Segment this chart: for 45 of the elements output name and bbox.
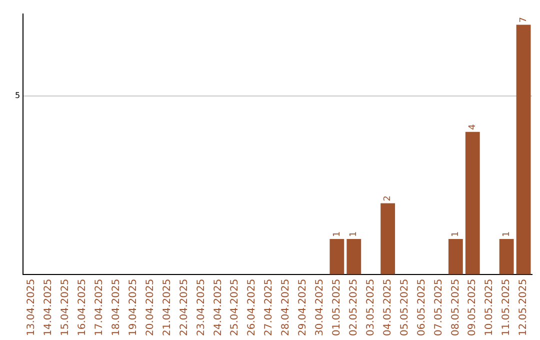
x-tick-label: 15.04.2025 <box>60 278 72 336</box>
x-tick-label: 21.04.2025 <box>162 278 173 336</box>
x-tick-label: 28.04.2025 <box>280 278 292 336</box>
x-tick-label: 24.04.2025 <box>212 278 224 336</box>
bar <box>448 239 463 274</box>
x-tick-label: 27.04.2025 <box>264 278 275 336</box>
data-label: 2 <box>383 196 394 202</box>
x-tick-label: 20.04.2025 <box>144 278 156 336</box>
bar <box>346 239 362 274</box>
data-label: 1 <box>332 231 342 238</box>
bar <box>380 203 396 274</box>
x-tick-label: 08.05.2025 <box>450 278 462 336</box>
x-tick-label: 13.04.2025 <box>26 278 38 336</box>
x-tick-label: 19.04.2025 <box>128 278 139 336</box>
x-tick-label: 03.05.2025 <box>365 278 376 336</box>
data-label: 1 <box>502 231 512 238</box>
x-tick-label: 22.04.2025 <box>178 278 190 336</box>
x-tick-label: 09.05.2025 <box>467 278 478 336</box>
x-tick-label: 07.05.2025 <box>433 278 444 336</box>
data-label: 1 <box>349 231 360 238</box>
x-tick-label: 23.04.2025 <box>196 278 207 336</box>
x-tick-label: 17.04.2025 <box>94 278 106 336</box>
data-label: 1 <box>451 231 462 238</box>
x-tick-label: 18.04.2025 <box>110 278 122 336</box>
bar <box>465 132 480 274</box>
x-tick-label: 11.05.2025 <box>501 278 512 336</box>
bar <box>330 239 344 274</box>
bar <box>499 239 514 274</box>
x-tick-label: 26.04.2025 <box>246 278 258 336</box>
x-tick-label: 05.05.2025 <box>399 278 410 336</box>
data-label: 4 <box>468 124 478 130</box>
x-tick-label: 30.04.2025 <box>314 278 326 336</box>
y-tick-label: 5 <box>14 91 20 100</box>
data-label: 7 <box>518 16 529 23</box>
x-tick-label: 01.05.2025 <box>332 278 343 336</box>
x-tick-label: 04.05.2025 <box>382 278 394 336</box>
x-tick-label: 16.04.2025 <box>77 278 88 336</box>
x-tick-label: 12.05.2025 <box>518 278 530 336</box>
x-tick-label: 29.04.2025 <box>298 278 309 336</box>
x-tick-label: 14.04.2025 <box>43 278 54 336</box>
x-tick-label: 25.04.2025 <box>230 278 241 336</box>
x-tick-label: 10.05.2025 <box>484 278 496 336</box>
x-tick-label: 06.05.2025 <box>416 278 428 336</box>
x-tick-label: 02.05.2025 <box>348 278 360 336</box>
bar <box>516 24 531 274</box>
